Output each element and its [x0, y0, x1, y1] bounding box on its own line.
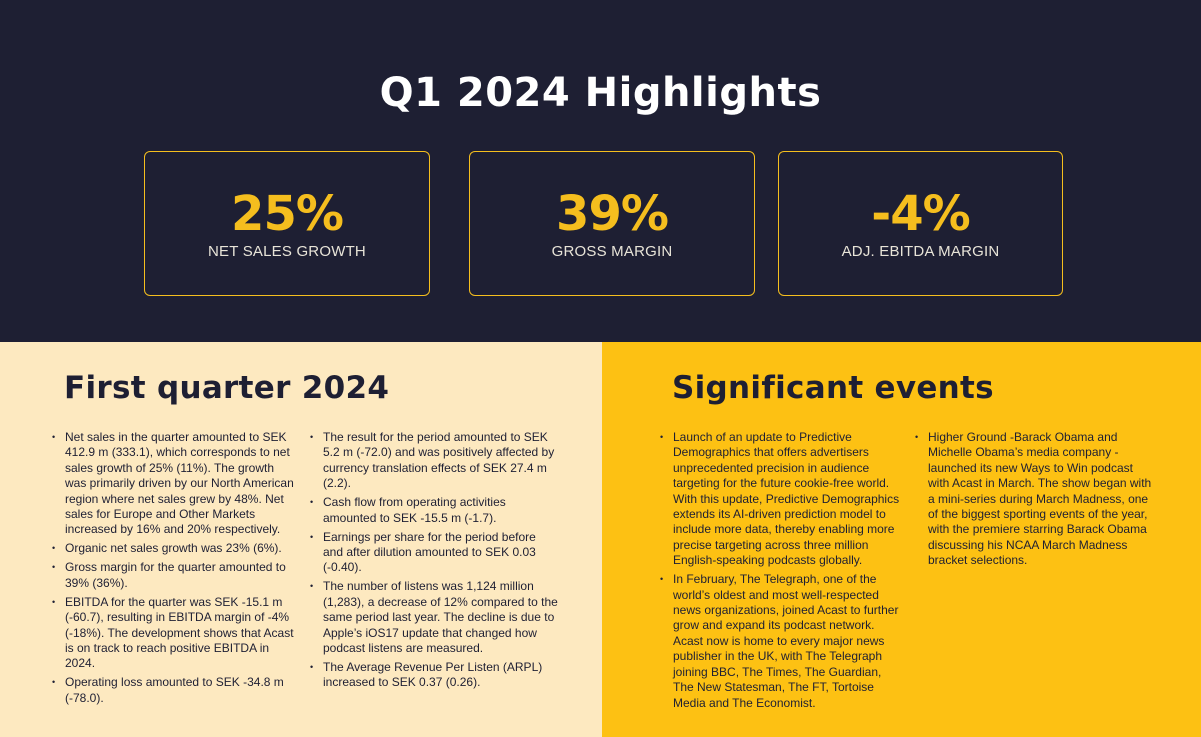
first-quarter-section: First quarter 2024 Net sales in the quar… [0, 342, 602, 737]
section-title: First quarter 2024 [64, 370, 390, 406]
list-item: Organic net sales growth was 23% (6%). [52, 541, 298, 557]
list-item: Cash flow from operating activities amou… [310, 495, 558, 526]
list-item: In February, The Telegraph, one of the w… [660, 572, 900, 711]
list-item: Net sales in the quarter amounted to SEK… [52, 430, 298, 538]
kpi-label: ADJ. EBITDA MARGIN [841, 243, 1000, 260]
significant-events-section: Significant events Launch of an update t… [602, 342, 1201, 737]
kpi-card-ebitda-margin: -4% ADJ. EBITDA MARGIN [778, 151, 1063, 296]
list-item: Operating loss amounted to SEK -34.8 m (… [52, 675, 298, 706]
first-quarter-column-2: The result for the period amounted to SE… [310, 430, 558, 694]
kpi-value: 25% [231, 186, 344, 242]
kpi-card-gross-margin: 39% GROSS MARGIN [469, 151, 755, 296]
highlights-banner: Q1 2024 Highlights 25% NET SALES GROWTH … [0, 0, 1201, 342]
kpi-label: NET SALES GROWTH [208, 243, 366, 260]
list-item: Earnings per share for the period before… [310, 530, 558, 576]
section-title: Significant events [672, 370, 994, 406]
list-item: EBITDA for the quarter was SEK -15.1 m (… [52, 595, 298, 672]
list-item: Higher Ground -Barack Obama and Michelle… [915, 430, 1155, 569]
kpi-value: -4% [871, 186, 970, 242]
significant-events-column-1: Launch of an update to Predictive Demogr… [660, 430, 900, 715]
page-title: Q1 2024 Highlights [379, 70, 822, 116]
kpi-value: 39% [556, 186, 669, 242]
list-item: The number of listens was 1,124 million … [310, 579, 558, 656]
list-item: The result for the period amounted to SE… [310, 430, 558, 492]
kpi-label: GROSS MARGIN [551, 243, 673, 260]
significant-events-column-2: Higher Ground -Barack Obama and Michelle… [915, 430, 1155, 572]
first-quarter-column-1: Net sales in the quarter amounted to SEK… [52, 430, 298, 710]
list-item: The Average Revenue Per Listen (ARPL) in… [310, 660, 558, 691]
kpi-card-net-sales-growth: 25% NET SALES GROWTH [144, 151, 430, 296]
list-item: Gross margin for the quarter amounted to… [52, 560, 298, 591]
list-item: Launch of an update to Predictive Demogr… [660, 430, 900, 569]
